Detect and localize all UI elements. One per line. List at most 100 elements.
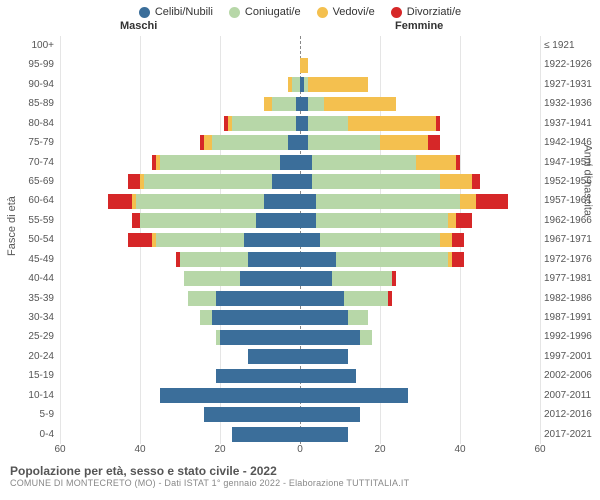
bar-segment [308,135,380,150]
bar-segment [476,194,508,209]
bar-female [300,97,396,112]
birth-year-label: 2007-2011 [544,386,600,405]
age-label: 20-24 [0,347,54,366]
age-label: 10-14 [0,386,54,405]
birth-year-label: 1967-1971 [544,230,600,249]
age-label: 70-74 [0,153,54,172]
bar-male [216,369,300,384]
bar-segment [472,174,480,189]
legend-swatch [139,7,150,18]
bar-segment [200,310,212,325]
bar-female [300,155,460,170]
bar-segment [300,155,312,170]
bar-female [300,330,372,345]
bar-segment [436,116,440,131]
bar-segment [272,97,296,112]
bar-segment [220,330,300,345]
bar-segment [244,233,300,248]
bar-segment [316,194,460,209]
legend-item: Celibi/Nubili [139,6,213,18]
bar-segment [440,174,472,189]
bar-segment [300,369,356,384]
bar-segment [344,291,388,306]
bar-segment [456,213,472,228]
x-tick: 20 [214,444,225,455]
legend-item: Divorziati/e [391,6,461,18]
bar-female [300,213,472,228]
age-label: 85-89 [0,94,54,113]
bar-male [132,213,300,228]
birth-year-label: 1987-1991 [544,308,600,327]
x-tick: 40 [454,444,465,455]
bar-segment [156,233,244,248]
bar-segment [348,116,436,131]
bar-female [300,369,356,384]
bar-male [184,271,300,286]
bar-segment [264,97,272,112]
legend-item: Coniugati/e [229,6,301,18]
bar-segment [440,233,452,248]
bar-segment [320,233,440,248]
bar-segment [280,155,300,170]
chart-footer: Popolazione per età, sesso e stato civil… [0,460,600,488]
bar-segment [216,291,300,306]
x-tick: 60 [534,444,545,455]
bar-segment [272,174,300,189]
bar-segment [128,174,140,189]
age-label: 35-39 [0,289,54,308]
bar-female [300,174,480,189]
rows-layer: 100+≤ 192195-991922-192690-941927-193185… [0,36,600,444]
pyramid-row: 85-891932-1936 [0,94,600,113]
bar-segment [308,97,324,112]
bar-male [128,174,300,189]
pyramid-row: 0-42017-2021 [0,425,600,444]
bar-segment [108,194,132,209]
bar-male [200,135,300,150]
pyramid-row: 15-192002-2006 [0,366,600,385]
birth-year-label: 1972-1976 [544,250,600,269]
pyramid-row: 45-491972-1976 [0,250,600,269]
legend-label: Divorziati/e [407,6,461,18]
age-label: 75-79 [0,133,54,152]
bar-segment [336,252,448,267]
bar-male [232,427,300,442]
bar-segment [300,252,336,267]
bar-segment [324,97,396,112]
bar-segment [292,77,300,92]
legend: Celibi/NubiliConiugati/eVedovi/eDivorzia… [0,0,600,20]
bar-male [108,194,300,209]
bar-segment [264,194,300,209]
x-axis: 6040200204060 [0,444,600,460]
age-label: 90-94 [0,75,54,94]
bar-segment [316,213,448,228]
bar-segment [248,349,300,364]
bar-segment [248,252,300,267]
legend-swatch [229,7,240,18]
age-label: 25-29 [0,327,54,346]
bar-female [300,135,440,150]
bar-segment [300,388,408,403]
bar-male [200,310,300,325]
birth-year-label: 2017-2021 [544,425,600,444]
bar-segment [448,213,456,228]
birth-year-label: 1922-1926 [544,55,600,74]
pyramid-row: 40-441977-1981 [0,269,600,288]
bar-segment [300,213,316,228]
bar-female [300,194,508,209]
pyramid-row: 30-341987-1991 [0,308,600,327]
bar-segment [300,135,308,150]
birth-year-label: 1982-1986 [544,289,600,308]
bar-segment [144,174,272,189]
bar-segment [160,155,280,170]
bar-segment [300,97,308,112]
pyramid-row: 90-941927-1931 [0,75,600,94]
pyramid-row: 5-92012-2016 [0,405,600,424]
age-label: 40-44 [0,269,54,288]
birth-year-label: 1937-1941 [544,114,600,133]
bar-segment [300,233,320,248]
legend-swatch [317,7,328,18]
bar-segment [452,233,464,248]
bar-segment [300,291,344,306]
bar-segment [188,291,216,306]
pyramid-row: 80-841937-1941 [0,114,600,133]
